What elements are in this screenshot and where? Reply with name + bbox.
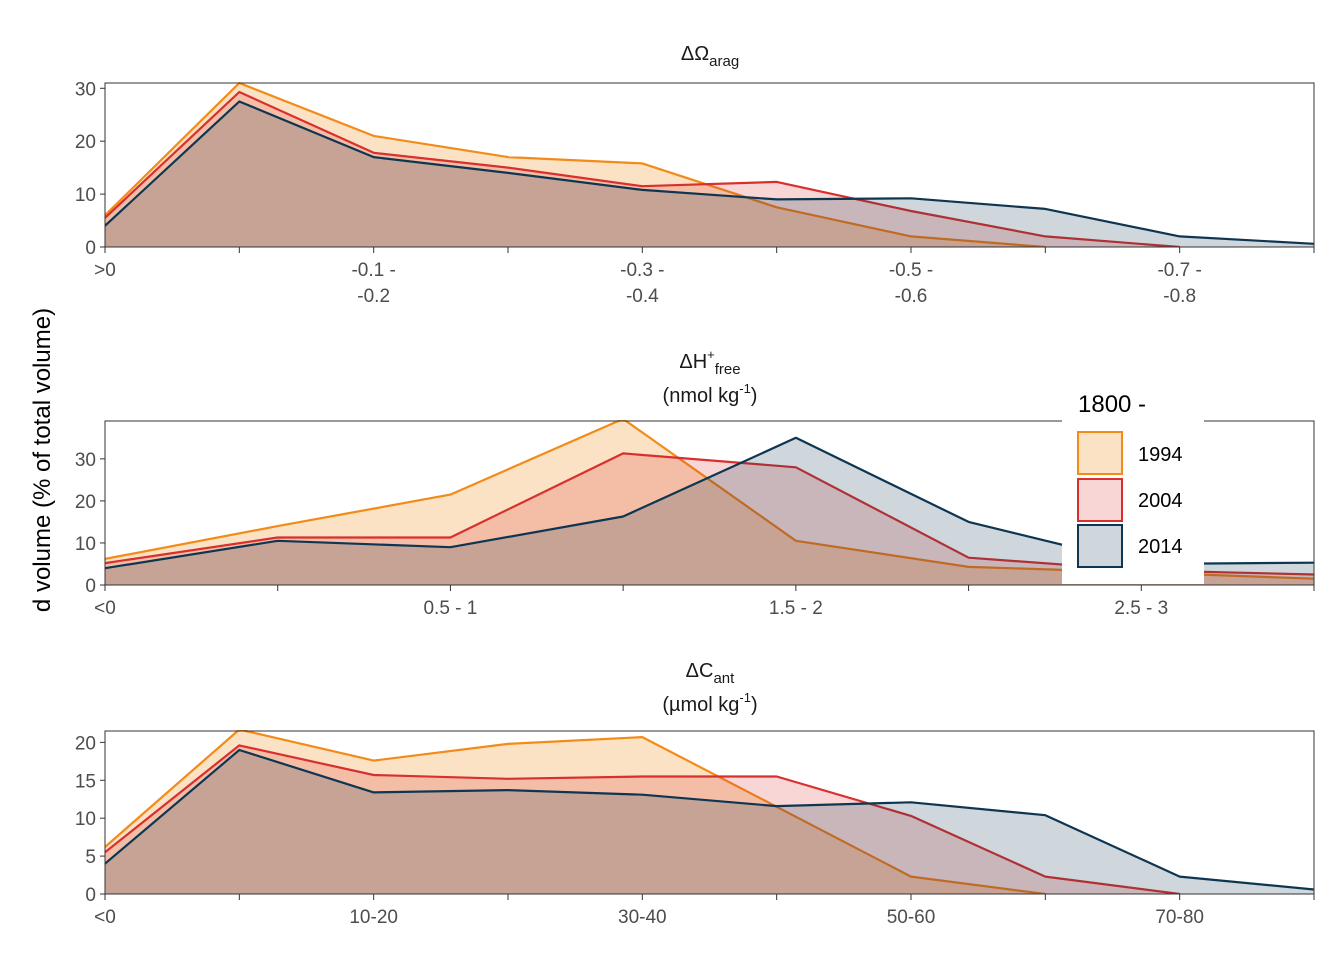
area-series-2014 [105,750,1314,894]
x-tick-label: -0.7 --0.8 [1157,260,1201,307]
y-tick-label: 5 [85,847,96,868]
y-tick-label: 0 [85,576,96,597]
y-tick-label: 10 [75,809,96,830]
y-tick-label: 10 [75,185,96,206]
x-tick-label: <0 [94,598,116,619]
y-tick-label: 0 [85,238,96,259]
panel-border [104,730,1315,895]
y-tick-label: 10 [75,534,96,555]
y-axis-label: d volume (% of total volume) [29,308,56,612]
legend-key-1994 [1077,431,1123,475]
legend-title: 1800 - [1078,391,1146,418]
area-series-1994 [105,730,1046,894]
panel-2-title: ΔH+free [679,347,740,378]
panel-1-title: ΔΩarag [681,43,739,70]
line-series-2004 [105,90,1180,247]
y-tick-label: 20 [75,733,96,754]
x-tick-label: 0.5 - 1 [423,598,477,619]
area-series-2004 [105,92,1180,247]
area-series-2014 [105,101,1314,247]
x-tick-label: >0 [94,260,116,281]
x-tick-label: 10-20 [349,907,398,928]
legend-label-2004: 2004 [1138,490,1183,512]
y-tick-label: 30 [75,79,96,100]
x-tick-label: 2.5 - 3 [1114,598,1168,619]
x-tick-label: 70-80 [1155,907,1204,928]
area-series-2004 [105,453,1314,585]
area-series-2014 [105,437,1314,585]
x-tick-label: 1.5 - 2 [769,598,823,619]
y-tick-label: 15 [75,771,96,792]
line-series-2014 [105,100,1314,245]
area-series-1994 [105,83,1046,247]
panel-2-unit: (nmol kg-1) [663,381,758,407]
area-series-1994 [105,420,1314,585]
x-tick-label: -0.5 --0.6 [889,260,933,307]
x-tick-label: 50-60 [887,907,936,928]
y-tick-label: 20 [75,492,96,513]
y-tick-label: 0 [85,885,96,906]
panel-3-unit: (µmol kg-1) [662,690,757,716]
line-series-1994 [105,82,1046,247]
line-series-2004 [105,744,1180,894]
plot-area [105,730,1314,894]
legend-label-1994: 1994 [1138,444,1183,466]
x-tick-label: <0 [94,907,116,928]
legend-key-2004 [1077,478,1123,522]
y-tick-label: 30 [75,450,96,471]
panel-border [104,82,1315,248]
panel-3-title: ΔCant [686,660,735,687]
y-tick-label: 20 [75,132,96,153]
legend-key-2014 [1077,524,1123,568]
x-tick-label: -0.3 --0.4 [620,260,664,307]
line-series-1994 [105,730,1046,894]
legend-background [1062,386,1204,584]
panel-aragonite: 0 10 20 30 >0 -0.1 --0.2 -0.3 --0.4 -0.5 --0.6 -… [75,79,1315,307]
legend-label-2014: 2014 [1138,536,1183,558]
area-series-2004 [105,745,1180,894]
panel-anthropogenic-carbon: 0 5 10 15 20 <0 10-20 30-40 50-60 70-80 [75,730,1315,928]
x-tick-label: -0.1 --0.2 [351,260,395,307]
panel-border [104,420,1315,586]
x-tick-label: 30-40 [618,907,667,928]
line-series-2014 [105,748,1314,891]
plot-area [105,82,1314,247]
legend: 1800 - 1994 2004 2014 [1062,386,1204,584]
